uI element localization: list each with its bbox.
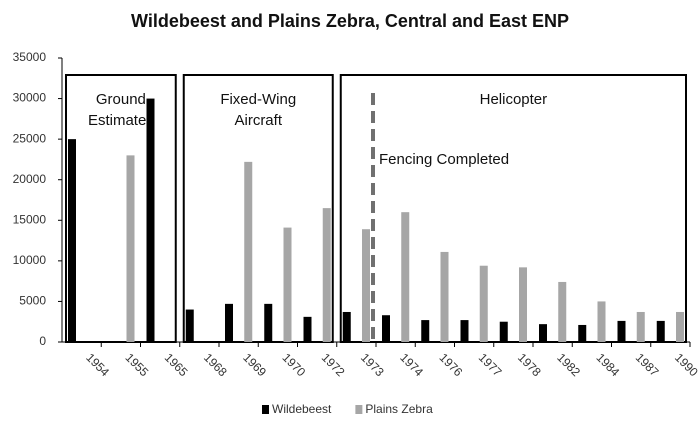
bar [342,311,351,342]
bar [264,303,273,342]
legend-swatch [355,405,363,414]
bar [539,324,547,342]
x-tick-label: 1990 [672,350,700,379]
x-tick-label: 1954 [83,350,112,379]
bar [636,311,645,342]
y-tick-label: 15000 [13,212,47,226]
y-tick-label: 5000 [19,294,46,308]
bar [322,208,331,342]
x-tick-label: 1972 [319,350,348,379]
bar [656,320,665,342]
legend-label: Plains Zebra [365,402,433,416]
bar [519,267,527,342]
annotation: Fencing Completed [379,151,509,168]
x-tick-label: 1987 [633,350,662,379]
x-tick-label: 1984 [594,350,623,379]
bar [440,251,449,342]
y-tick-label: 10000 [13,253,47,267]
legend-swatch [262,405,269,414]
bar [146,98,155,342]
chart-title: Wildebeest and Plains Zebra, Central and… [131,11,569,31]
x-tick-label: 1982 [554,350,583,379]
bar [558,281,567,342]
group-label: Estimates [88,112,154,129]
group-label: Ground [96,91,146,108]
y-tick-label: 25000 [13,131,47,145]
y-tick-label: 30000 [13,91,47,105]
x-tick-label: 1973 [358,350,387,379]
bar [676,311,684,342]
x-tick-label: 1974 [397,350,426,379]
x-tick-label: 1965 [162,350,191,379]
group-box [339,74,687,343]
bar [244,161,253,342]
bar [421,320,430,342]
bar [401,212,410,342]
x-tick-label: 1968 [201,350,230,379]
group-label: Helicopter [480,91,548,108]
bar [597,301,606,342]
x-tick-label: 1977 [476,350,505,379]
x-tick-label: 1976 [437,350,466,379]
bar [68,139,76,342]
bar [185,309,194,342]
bar [303,316,312,342]
group-label: Fixed-Wing [220,91,296,108]
group-label: Aircraft [234,112,282,129]
bar [578,324,587,342]
y-tick-label: 35000 [13,50,47,64]
bar [126,155,135,342]
bar [479,265,488,342]
legend-label: Wildebeest [272,402,332,416]
bar [382,315,390,342]
bar [460,320,469,342]
x-tick-label: 1955 [123,350,152,379]
bar [225,303,233,342]
group-box [65,74,177,343]
y-tick-label: 20000 [13,172,47,186]
bar [499,321,508,342]
bar [617,320,626,342]
x-tick-label: 1969 [240,350,269,379]
x-tick-label: 1970 [280,350,309,379]
bar [362,229,370,342]
bar [283,227,292,342]
y-tick-label: 0 [39,334,46,348]
x-tick-label: 1978 [515,350,544,379]
